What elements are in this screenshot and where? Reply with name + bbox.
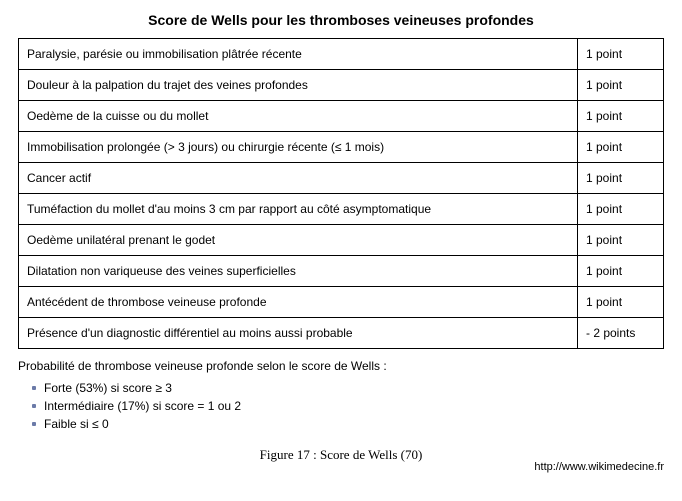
list-item: Forte (53%) si score ≥ 3 (32, 379, 664, 397)
table-row: Oedème unilatéral prenant le godet 1 poi… (19, 225, 664, 256)
score-cell: 1 point (578, 287, 664, 318)
probability-list: Forte (53%) si score ≥ 3 Intermédiaire (… (32, 379, 664, 433)
score-cell: 1 point (578, 101, 664, 132)
score-cell: 1 point (578, 163, 664, 194)
table-row: Paralysie, parésie ou immobilisation plâ… (19, 39, 664, 70)
table-row: Cancer actif 1 point (19, 163, 664, 194)
probability-intro: Probabilité de thrombose veineuse profon… (18, 359, 664, 373)
criterion-cell: Immobilisation prolongée (> 3 jours) ou … (19, 132, 578, 163)
criterion-cell: Antécédent de thrombose veineuse profond… (19, 287, 578, 318)
list-item: Intermédiaire (17%) si score = 1 ou 2 (32, 397, 664, 415)
score-cell: 1 point (578, 225, 664, 256)
wells-score-table: Paralysie, parésie ou immobilisation plâ… (18, 38, 664, 349)
table-row: Tuméfaction du mollet d'au moins 3 cm pa… (19, 194, 664, 225)
table-row: Immobilisation prolongée (> 3 jours) ou … (19, 132, 664, 163)
score-cell: 1 point (578, 194, 664, 225)
criterion-cell: Douleur à la palpation du trajet des vei… (19, 70, 578, 101)
table-row: Douleur à la palpation du trajet des vei… (19, 70, 664, 101)
score-cell: - 2 points (578, 318, 664, 349)
criterion-cell: Paralysie, parésie ou immobilisation plâ… (19, 39, 578, 70)
criterion-cell: Présence d'un diagnostic différentiel au… (19, 318, 578, 349)
score-cell: 1 point (578, 70, 664, 101)
table-row: Dilatation non variqueuse des veines sup… (19, 256, 664, 287)
table-row: Présence d'un diagnostic différentiel au… (19, 318, 664, 349)
table-row: Antécédent de thrombose veineuse profond… (19, 287, 664, 318)
source-url: http://www.wikimedecine.fr (534, 461, 664, 473)
criterion-cell: Dilatation non variqueuse des veines sup… (19, 256, 578, 287)
table-row: Oedème de la cuisse ou du mollet 1 point (19, 101, 664, 132)
score-cell: 1 point (578, 132, 664, 163)
score-cell: 1 point (578, 256, 664, 287)
criterion-cell: Oedème de la cuisse ou du mollet (19, 101, 578, 132)
criterion-cell: Oedème unilatéral prenant le godet (19, 225, 578, 256)
list-item: Faible si ≤ 0 (32, 415, 664, 433)
page-title: Score de Wells pour les thromboses veine… (18, 12, 664, 28)
score-cell: 1 point (578, 39, 664, 70)
criterion-cell: Tuméfaction du mollet d'au moins 3 cm pa… (19, 194, 578, 225)
criterion-cell: Cancer actif (19, 163, 578, 194)
page: Score de Wells pour les thromboses veine… (0, 0, 682, 501)
